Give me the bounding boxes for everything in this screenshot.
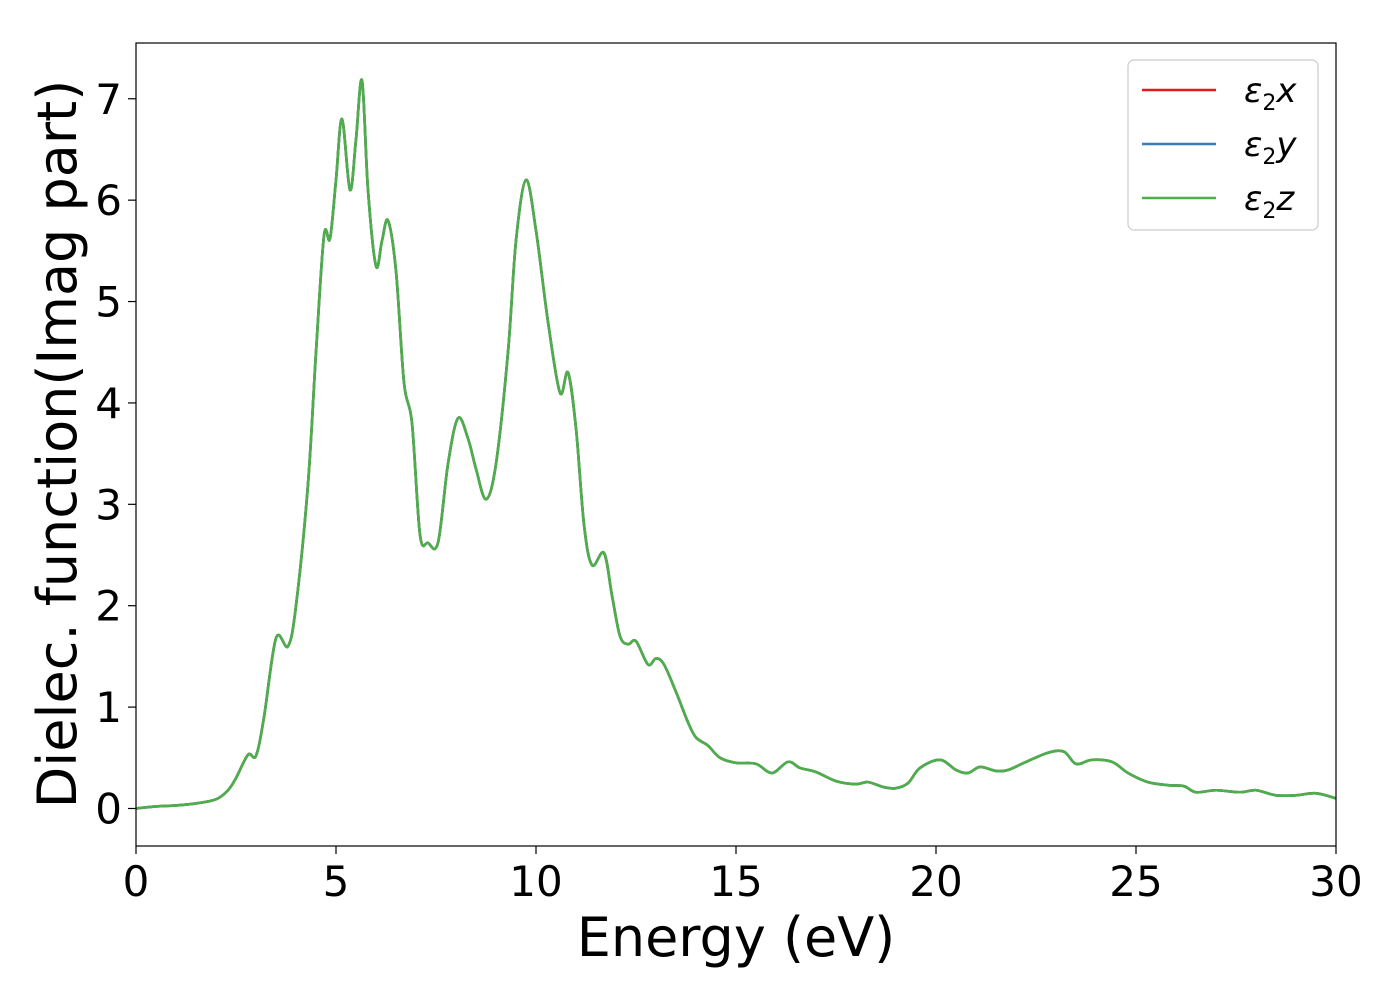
series-group	[135, 78, 1337, 810]
y-tick-label: 6	[95, 176, 122, 225]
y-tick-label: 3	[95, 480, 122, 529]
y-tick-label: 1	[95, 683, 122, 732]
x-tick-label: 15	[709, 857, 762, 906]
legend-frame	[1127, 59, 1319, 231]
x-tick-label: 0	[123, 857, 150, 906]
y-tick-label: 5	[95, 278, 122, 327]
legend-label: ε2y	[1244, 125, 1297, 170]
y-tick-label: 7	[95, 75, 122, 124]
legend: ε2x ε2y ε2z	[1127, 59, 1319, 231]
x-tick-label: 30	[1309, 857, 1362, 906]
y-axis-ticks: 0 1 2 3 4 5 6 7	[95, 75, 136, 833]
x-axis-ticks: 0 5 10 15 20 25 30	[123, 846, 1363, 906]
legend-label: ε2z	[1244, 179, 1295, 224]
legend-label: ε2x	[1244, 71, 1297, 116]
plot-area	[135, 42, 1337, 847]
y-tick-label: 0	[95, 784, 122, 833]
x-tick-label: 5	[323, 857, 350, 906]
x-axis-label: Energy (eV)	[577, 906, 896, 969]
y-tick-label: 4	[95, 379, 122, 428]
series-line-3	[135, 78, 1337, 810]
y-tick-label: 2	[95, 582, 122, 631]
x-tick-label: 25	[1109, 857, 1162, 906]
x-tick-label: 10	[509, 857, 562, 906]
x-tick-label: 20	[909, 857, 962, 906]
y-axis-label: Dielec. function(Imag part)	[26, 80, 89, 809]
